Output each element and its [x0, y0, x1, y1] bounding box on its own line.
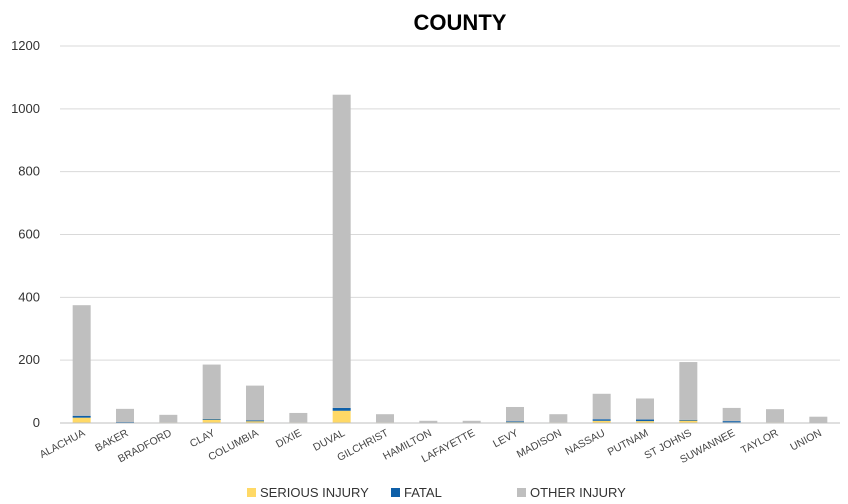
- x-tick-label: MADISON: [515, 427, 564, 461]
- bar-other-injury: [766, 409, 784, 423]
- bar-other-injury: [679, 362, 698, 420]
- bar-fatal: [332, 407, 351, 411]
- bar-other-injury: [376, 414, 394, 423]
- bar-other-injury: [246, 385, 264, 421]
- bar-other-injury: [332, 94, 351, 408]
- bars: [72, 94, 828, 424]
- bar-other-injury: [159, 414, 178, 423]
- bar-fatal: [116, 422, 134, 423]
- gridlines: [60, 45, 840, 361]
- legend-label-other-injury: OTHER INJURY: [530, 485, 626, 500]
- bar-serious-injury: [679, 420, 698, 423]
- x-tick-label: NASSAU: [563, 427, 607, 458]
- legend-swatch-serious-injury: [247, 488, 256, 497]
- bar-fatal: [679, 419, 698, 421]
- bar-serious-injury: [636, 421, 654, 423]
- bar-other-injury: [722, 407, 741, 422]
- legend-swatch-other-injury: [517, 488, 526, 497]
- y-tick-label: 400: [18, 289, 40, 304]
- bar-serious-injury: [592, 420, 611, 423]
- x-tick-label: ALACHUA: [38, 427, 87, 461]
- y-tick-label: 1200: [11, 38, 40, 53]
- x-tick-label: UNION: [788, 427, 824, 453]
- bar-serious-injury: [202, 419, 221, 423]
- y-tick-label: 1000: [11, 101, 40, 116]
- legend-label-serious-injury: SERIOUS INJURY: [260, 485, 369, 500]
- bar-fatal: [722, 421, 741, 423]
- x-tick-label: DIXIE: [274, 427, 304, 450]
- bar-other-injury: [592, 393, 611, 420]
- legend-label-fatal: FATAL: [404, 485, 442, 500]
- x-tick-label: COLUMBIA: [206, 427, 260, 463]
- bar-fatal: [506, 421, 524, 423]
- bar-other-injury: [202, 364, 221, 419]
- bar-other-injury: [419, 420, 438, 423]
- bar-serious-injury: [246, 421, 264, 423]
- bar-other-injury: [636, 398, 654, 420]
- y-tick-label: 200: [18, 352, 40, 367]
- bar-other-injury: [549, 414, 568, 423]
- bar-fatal: [636, 419, 654, 422]
- bar-other-injury: [462, 420, 481, 423]
- x-tick-label: TAYLOR: [739, 427, 781, 457]
- bar-other-injury: [116, 408, 134, 423]
- legend: SERIOUS INJURY FATAL OTHER INJURY: [247, 485, 626, 500]
- x-tick-label: LEVY: [491, 427, 520, 450]
- chart-title: COUNTY: [414, 10, 507, 35]
- bar-serious-injury: [332, 410, 351, 423]
- y-tick-label: 0: [33, 415, 40, 430]
- bar-fatal: [246, 420, 264, 422]
- bar-other-injury: [809, 416, 828, 423]
- x-tick-label: CLAY: [188, 427, 217, 450]
- bar-other-injury: [72, 305, 91, 416]
- y-tick-label: 600: [18, 227, 40, 242]
- bar-fatal: [202, 418, 221, 420]
- bar-other-injury: [289, 412, 308, 423]
- bar-serious-injury: [72, 417, 91, 423]
- bar-fatal: [592, 419, 611, 421]
- y-tick-label: 800: [18, 164, 40, 179]
- bar-fatal: [72, 415, 91, 418]
- bar-other-injury: [506, 406, 524, 422]
- y-axis-ticks: 0 200 400 600 800 1000 1200: [11, 38, 40, 430]
- legend-swatch-fatal: [391, 488, 400, 497]
- bar-serious-injury: [506, 421, 524, 423]
